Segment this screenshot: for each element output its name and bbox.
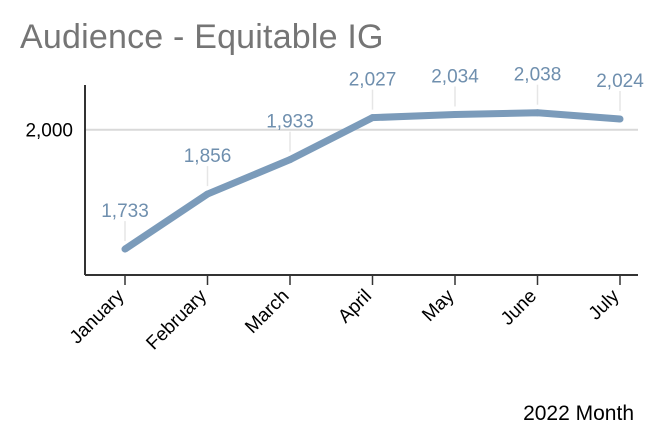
x-tick-label: January [66,285,129,348]
data-point [451,111,459,119]
x-tick-label: May [418,285,459,326]
data-point [369,114,376,122]
data-label: 2,027 [349,70,397,91]
data-label: 2,024 [596,71,644,92]
data-point [121,245,129,253]
x-tick-label: June [497,286,541,330]
chart-title: Audience - Equitable IG [20,18,384,56]
data-label: 1,933 [266,112,314,133]
data-label: 2,038 [514,65,562,86]
series-line [123,109,621,252]
data-point [204,190,211,198]
x-axis-title: 2022 Month [523,402,634,425]
x-tick-label: February [142,285,211,354]
data-point [616,115,624,123]
x-tick-label: July [585,285,624,324]
data-label: 2,034 [431,67,479,88]
data-point [534,109,541,117]
data-label: 1,733 [101,201,149,222]
data-label: 1,856 [184,146,232,167]
x-tick-label: March [241,286,293,338]
x-tick-label: April [334,286,376,328]
data-point [286,156,294,164]
y-tick-label: 2,000 [25,121,73,142]
